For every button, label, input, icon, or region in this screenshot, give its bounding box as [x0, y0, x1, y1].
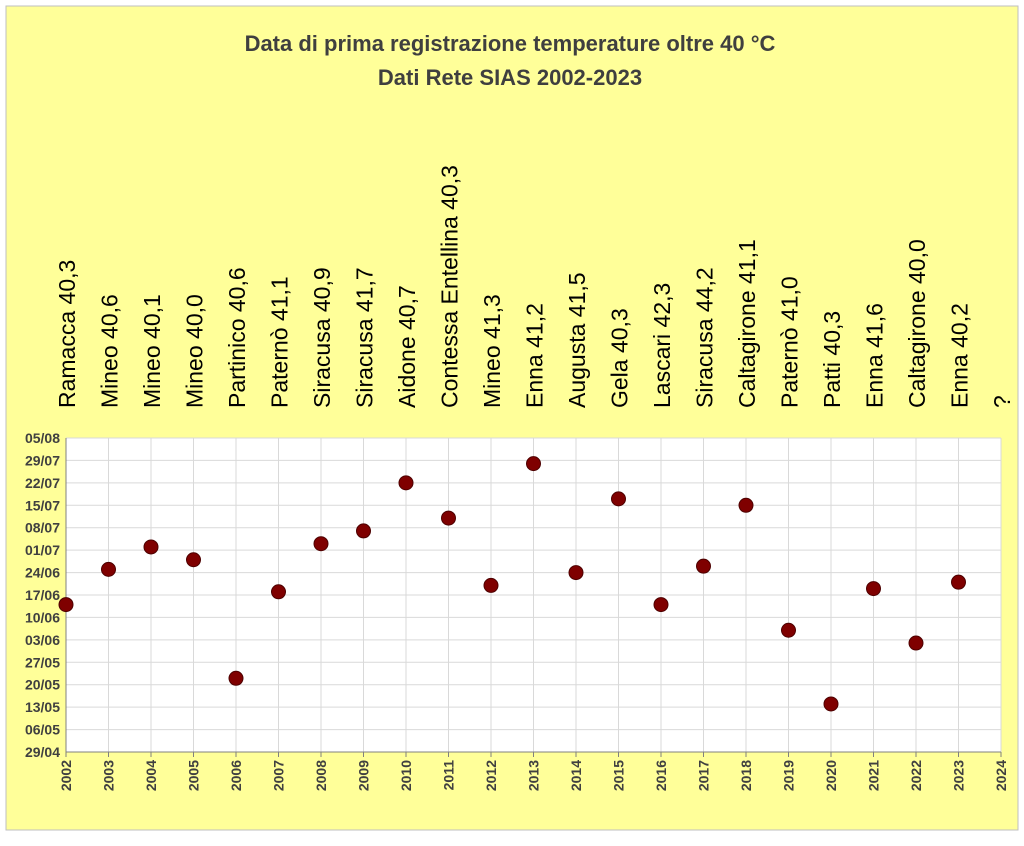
x-tick-label: 2024 — [993, 760, 1009, 791]
x-tick-label: 2011 — [441, 760, 457, 791]
x-tick-label: 2023 — [951, 760, 967, 791]
data-point — [356, 523, 371, 539]
axis-layer: 05/08 29/07 22/07 15/07 08/07 01/07 24/06 17/06… — [25, 430, 1009, 791]
x-tick-label: 2017 — [696, 760, 712, 791]
station-label: Mineo 40,1 — [139, 294, 165, 408]
x-tick-label: 2009 — [356, 760, 372, 791]
data-point — [866, 581, 881, 597]
data-point — [781, 622, 796, 638]
station-label: Enna 40,2 — [947, 303, 973, 408]
station-label: Caltagirone 41,1 — [734, 239, 760, 408]
data-point — [908, 635, 924, 651]
data-point — [441, 510, 456, 526]
station-label: Mineo 40,6 — [97, 294, 123, 408]
data-point — [228, 670, 244, 686]
data-point — [696, 558, 711, 574]
x-tick-label: 2005 — [186, 760, 202, 791]
data-point — [823, 696, 839, 712]
station-label: Lascari 42,3 — [649, 283, 675, 408]
y-tick-label: 29/04 — [25, 744, 60, 760]
station-label: Caltagirone 40,0 — [904, 239, 930, 408]
data-point — [568, 565, 584, 581]
y-tick-label: 08/07 — [25, 520, 60, 536]
y-tick-label: 22/07 — [25, 475, 60, 491]
x-tick-label: 2014 — [568, 760, 584, 791]
station-label: Paternò 41,1 — [267, 276, 293, 408]
chart-subtitle: Dati Rete SIAS 2002-2023 — [378, 65, 642, 90]
y-tick-label: 15/07 — [25, 497, 60, 513]
x-tick-label: 2020 — [823, 760, 839, 791]
y-tick-label: 01/07 — [25, 542, 60, 558]
data-point — [143, 539, 159, 555]
y-tick-label: 17/06 — [25, 587, 60, 603]
y-tick-label: 03/06 — [25, 632, 60, 648]
data-points — [58, 456, 966, 712]
station-label: Siracusa 40,9 — [309, 267, 335, 408]
x-tick-label: 2007 — [271, 760, 287, 791]
station-label: Augusta 41,5 — [564, 272, 590, 408]
y-tick-label: 10/06 — [25, 609, 60, 625]
data-point — [738, 497, 754, 513]
data-point — [483, 577, 499, 593]
station-label: Enna 41,6 — [862, 303, 888, 408]
station-label: Contessa Entellina 40,3 — [437, 165, 463, 408]
station-label: Mineo 40,0 — [182, 294, 208, 408]
y-tick-label: 05/08 — [25, 430, 60, 446]
x-tick-label: 2012 — [483, 760, 499, 791]
station-label: Enna 41,2 — [522, 303, 548, 408]
station-label: ? — [989, 395, 1015, 408]
station-label: Siracusa 41,7 — [352, 267, 378, 408]
x-tick-label: 2022 — [908, 760, 924, 791]
data-point — [526, 456, 541, 472]
station-label: Siracusa 44,2 — [692, 267, 718, 408]
station-labels: Ramacca 40,3 Mineo 40,6 Mineo 40,1 Mineo 40… — [54, 165, 1015, 408]
x-tick-label: 2010 — [398, 760, 414, 791]
data-point — [58, 597, 74, 613]
station-label: Mineo 41,3 — [479, 294, 505, 408]
x-tick-label: 2015 — [611, 760, 627, 791]
data-point — [653, 597, 669, 613]
station-label: Ramacca 40,3 — [54, 260, 80, 408]
station-label: Patti 40,3 — [819, 311, 845, 408]
y-tick-label: 06/05 — [25, 722, 60, 738]
x-tick-label: 2003 — [101, 760, 117, 791]
chart-title: Data di prima registrazione temperature … — [245, 31, 776, 56]
x-tick-label: 2008 — [313, 760, 329, 791]
x-tick-label: 2018 — [738, 760, 754, 791]
data-point — [611, 491, 626, 507]
y-tick-label: 29/07 — [25, 452, 60, 468]
x-tick-label: 2021 — [866, 760, 882, 791]
y-tick-label: 24/06 — [25, 565, 60, 581]
x-tick-label: 2006 — [228, 760, 244, 791]
station-label: Partinico 40,6 — [224, 267, 250, 408]
x-tick-label: 2019 — [781, 760, 797, 791]
data-point — [398, 475, 414, 491]
data-point — [101, 561, 116, 577]
data-point — [186, 552, 201, 568]
y-tick-label: 13/05 — [25, 699, 60, 715]
y-tick-label: 27/05 — [25, 654, 60, 670]
x-tick-label: 2004 — [143, 760, 159, 791]
x-tick-label: 2016 — [653, 760, 669, 791]
data-point — [313, 536, 329, 552]
x-tick-label: 2002 — [58, 760, 74, 791]
y-tick-label: 20/05 — [25, 677, 60, 693]
data-point — [951, 574, 966, 590]
station-label: Paternò 41,0 — [777, 276, 803, 408]
station-label: Gela 40,3 — [607, 308, 633, 408]
station-label: Aidone 40,7 — [394, 285, 420, 408]
x-tick-label: 2013 — [526, 760, 542, 791]
data-point — [271, 584, 286, 600]
